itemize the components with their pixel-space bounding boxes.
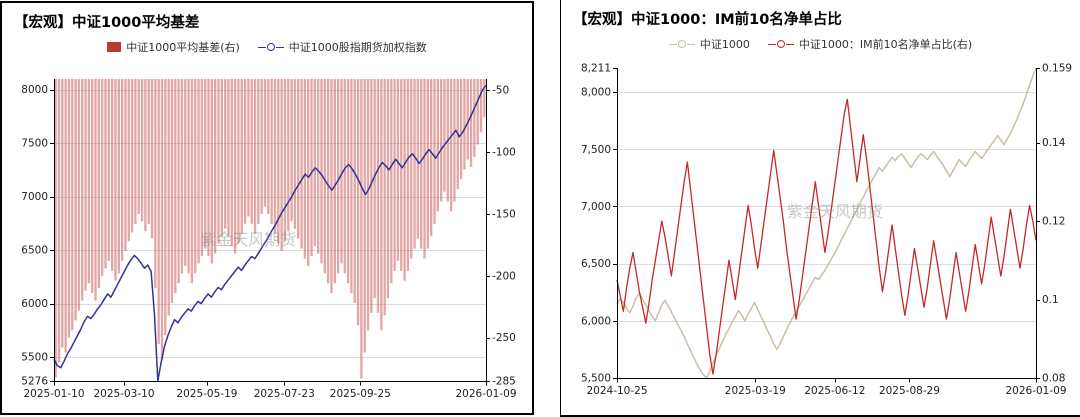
chart-legend-basis: 中证1000平均基差(右) 中证1000股指期货加权指数 xyxy=(2,35,532,59)
line-marker-icon xyxy=(767,40,794,48)
legend-label: 中证1000股指期货加权指数 xyxy=(288,41,427,54)
line-marker-icon xyxy=(257,43,284,51)
legend-item-ratio: 中证1000：IM前10名净单占比(右) xyxy=(767,36,973,52)
bar-swatch-icon xyxy=(107,42,122,52)
legend-label: 中证1000：IM前10名净单占比(右) xyxy=(798,38,973,51)
legend-item-basis-line: 中证1000股指期货加权指数 xyxy=(257,39,427,55)
line-marker-icon xyxy=(668,40,695,48)
net-ratio-chart-canvas xyxy=(561,56,1080,410)
chart-legend-net-ratio: 中证1000 中证1000：IM前10名净单占比(右) xyxy=(561,32,1080,56)
legend-item-index: 中证1000 xyxy=(668,36,750,52)
chart-title-net-ratio: 【宏观】中证1000：IM前10名净单占比 xyxy=(573,12,842,28)
legend-label: 中证1000 xyxy=(699,38,750,51)
chart-panel-basis: 【宏观】中证1000平均基差 中证1000平均基差(右) 中证1000股指期货加… xyxy=(0,1,534,415)
legend-label: 中证1000平均基差(右) xyxy=(126,41,240,54)
basis-chart-canvas xyxy=(2,59,532,411)
chart-title-basis: 【宏观】中证1000平均基差 xyxy=(14,15,200,31)
legend-item-basis-bar: 中证1000平均基差(右) xyxy=(107,39,240,55)
chart-panel-net-ratio: 【宏观】中证1000：IM前10名净单占比 中证1000 中证1000：IM前1… xyxy=(560,0,1080,417)
